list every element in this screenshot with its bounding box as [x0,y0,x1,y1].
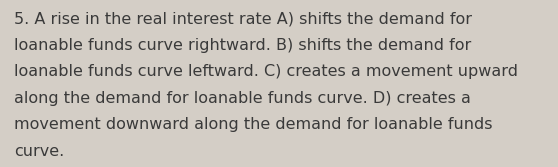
Text: movement downward along the demand for loanable funds: movement downward along the demand for l… [14,117,493,132]
Text: loanable funds curve rightward. B) shifts the demand for: loanable funds curve rightward. B) shift… [14,38,471,53]
Text: loanable funds curve leftward. C) creates a movement upward: loanable funds curve leftward. C) create… [14,64,518,79]
Text: 5. A rise in the real interest rate A) shifts the demand for: 5. A rise in the real interest rate A) s… [14,12,472,27]
Text: curve.: curve. [14,144,64,159]
Text: along the demand for loanable funds curve. D) creates a: along the demand for loanable funds curv… [14,91,471,106]
